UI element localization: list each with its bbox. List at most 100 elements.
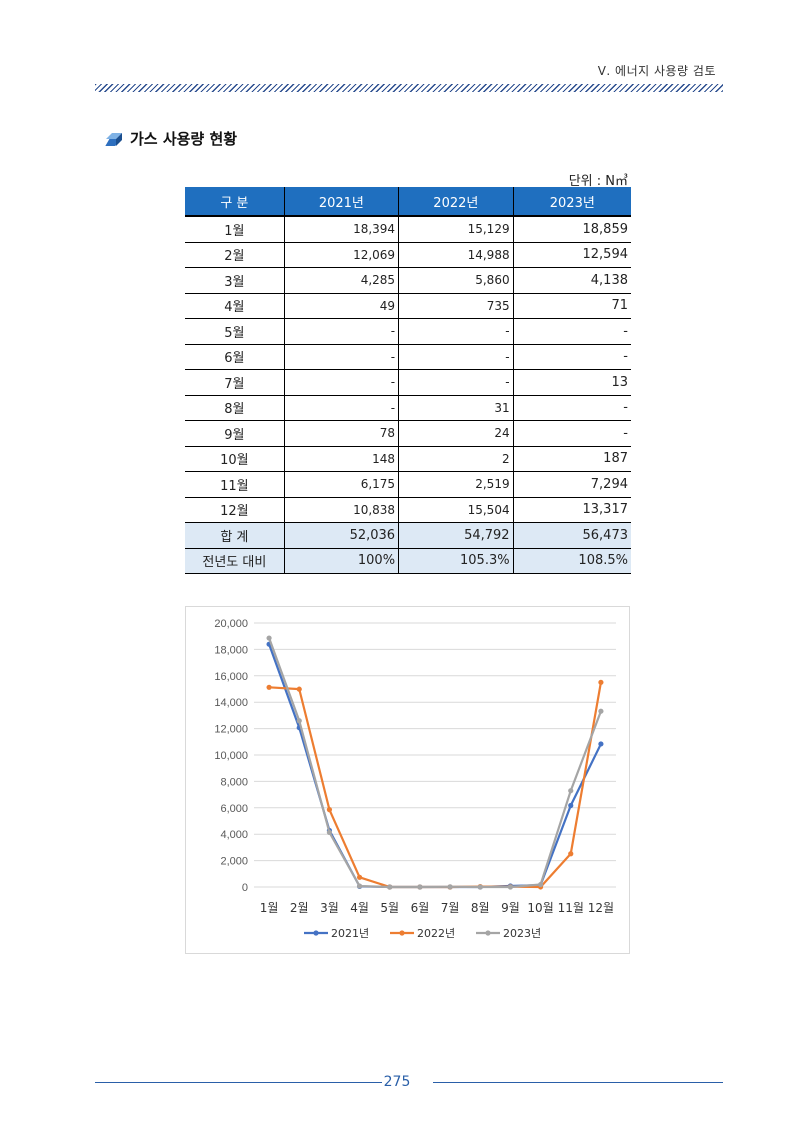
- x-tick-label: 7월: [441, 901, 460, 915]
- footer-line-left: [95, 1082, 382, 1083]
- cube-icon: [105, 132, 122, 146]
- data-point: [266, 684, 272, 690]
- table-cell: 18,859: [513, 215, 631, 243]
- table-cell: 10,838: [284, 497, 400, 523]
- table-header-row: 구 분 2021년 2022년 2023년: [185, 187, 631, 216]
- table-row: 3월 4,285 5,860 4,138: [185, 267, 631, 294]
- x-tick-label: 2월: [290, 901, 309, 915]
- x-tick-label: 10월: [527, 901, 553, 915]
- table-cell: -: [398, 369, 514, 396]
- table-cell: 4,285: [284, 267, 400, 294]
- x-tick-label: 5월: [380, 901, 399, 915]
- legend-label: 2023년: [503, 927, 541, 940]
- table-row: 8월 -31-: [185, 395, 631, 421]
- gas-usage-chart: 0 2,000 4,000 6,000 8,000 10,000 12,000 14,000 1…: [185, 606, 630, 954]
- data-point: [296, 686, 302, 692]
- table-cell: 56,473: [513, 522, 631, 549]
- table-cell: 4,138: [513, 267, 631, 294]
- data-point: [266, 635, 272, 641]
- row-label: 6월: [185, 344, 285, 370]
- total-row: 합 계 52,036 54,792 56,473: [185, 522, 631, 549]
- table-cell: 2,519: [398, 471, 514, 498]
- table-cell: 148: [284, 446, 400, 472]
- table-cell: -: [284, 369, 400, 396]
- row-label: 1월: [185, 215, 285, 243]
- data-point: [417, 884, 423, 890]
- x-tick-label: 4월: [350, 901, 369, 915]
- row-label: 2월: [185, 242, 285, 268]
- table-cell: 13: [513, 369, 631, 396]
- header-divider: [95, 84, 723, 92]
- y-tick-label: 2,000: [220, 856, 248, 868]
- table-cell: 14,988: [398, 242, 514, 268]
- row-label: 4월: [185, 293, 285, 319]
- y-tick-label: 8,000: [220, 776, 248, 788]
- table-cell: 5,860: [398, 267, 514, 294]
- section-title: 가스 사용량 현황: [130, 130, 238, 148]
- data-point: [356, 874, 363, 880]
- table-cell: 18,394: [284, 215, 400, 243]
- data-point: [507, 884, 514, 890]
- table-cell: 12,069: [284, 242, 400, 268]
- table-cell: -: [284, 318, 400, 345]
- header-title: Ⅴ. 에너지 사용량 검토: [597, 64, 716, 78]
- data-point: [296, 718, 302, 724]
- x-tick-label: 1월: [260, 901, 279, 915]
- table-cell: -: [284, 344, 400, 370]
- y-tick-label: 20,000: [214, 618, 248, 630]
- table-cell: 12,594: [513, 242, 631, 268]
- data-point: [447, 884, 453, 890]
- y-tick-label: 18,000: [214, 644, 248, 656]
- legend-marker: [399, 930, 405, 936]
- table-cell: -: [513, 318, 631, 345]
- table-cell: 105.3%: [398, 548, 514, 574]
- table-cell: 2: [398, 446, 514, 472]
- table-row: 9월 78 24-: [185, 420, 631, 447]
- data-point: [598, 708, 604, 714]
- series-line-2023년: [268, 637, 602, 889]
- row-label: 9월: [185, 420, 285, 447]
- row-label: 합 계: [185, 522, 285, 549]
- x-tick-label: 8월: [471, 901, 490, 915]
- data-point: [387, 884, 393, 890]
- row-label: 11월: [185, 471, 285, 498]
- legend-marker: [313, 930, 319, 936]
- legend-label: 2021년: [331, 927, 369, 940]
- table-cell: 7,294: [513, 471, 631, 498]
- y-tick-label: 10,000: [214, 750, 248, 762]
- table-row: 7월 - -13: [185, 369, 631, 396]
- table-cell: 187: [513, 446, 631, 472]
- data-point: [598, 679, 604, 685]
- y-tick-label: 14,000: [214, 697, 248, 709]
- y-tick-label: 16,000: [214, 671, 248, 683]
- table-cell: 24: [398, 420, 514, 447]
- x-tick-label: 3월: [320, 901, 339, 915]
- table-cell: 15,129: [398, 215, 514, 243]
- column-header: 2023년: [512, 187, 631, 216]
- table-cell: -: [398, 344, 514, 370]
- row-label: 8월: [185, 395, 285, 421]
- data-point: [326, 807, 333, 813]
- page-number: 275: [383, 1074, 411, 1090]
- data-point: [568, 802, 574, 809]
- table-row: 6월 - - -: [185, 344, 631, 370]
- table-cell: 31: [398, 395, 514, 421]
- row-label: 3월: [185, 267, 285, 294]
- table-cell: 6,175: [284, 471, 400, 498]
- data-point: [356, 883, 363, 889]
- table-row: 10월 148 2 187: [185, 446, 631, 472]
- unit-label: 단위 : N㎥: [568, 174, 628, 189]
- row-label: 5월: [185, 318, 285, 345]
- y-tick-label: 4,000: [220, 829, 248, 841]
- data-point: [598, 741, 604, 747]
- table-cell: -: [398, 318, 514, 345]
- table-row: 11월 6,175 2,519 7,294: [185, 471, 631, 498]
- column-header: 2021년: [283, 187, 400, 216]
- data-point: [537, 881, 544, 888]
- gas-usage-table: 구 분 2021년 2022년 2023년 1월 18,394 15,129 18,8…: [185, 187, 631, 574]
- section-heading: 가스 사용량 현황: [104, 128, 237, 149]
- table-cell: -: [513, 420, 631, 447]
- table-row: 4월 49 735 71: [185, 293, 631, 319]
- x-tick-label: 11월: [558, 901, 584, 915]
- x-tick-label: 6월: [411, 901, 430, 915]
